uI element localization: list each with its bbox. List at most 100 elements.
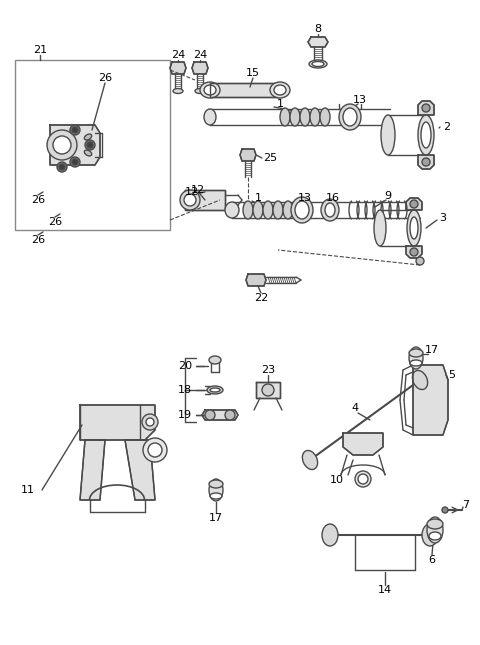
Circle shape <box>59 164 65 170</box>
Ellipse shape <box>407 210 421 246</box>
Ellipse shape <box>225 202 239 218</box>
Circle shape <box>355 471 371 487</box>
Ellipse shape <box>273 201 283 219</box>
Text: 19: 19 <box>178 410 192 420</box>
Ellipse shape <box>410 360 422 366</box>
Circle shape <box>410 248 418 256</box>
Circle shape <box>143 438 167 462</box>
Ellipse shape <box>291 197 313 223</box>
Ellipse shape <box>421 122 431 148</box>
Polygon shape <box>413 365 448 435</box>
Circle shape <box>410 200 418 208</box>
Circle shape <box>422 158 430 166</box>
Ellipse shape <box>209 479 223 501</box>
Circle shape <box>422 104 430 112</box>
Text: 26: 26 <box>48 217 62 227</box>
Ellipse shape <box>263 201 273 219</box>
Polygon shape <box>170 62 186 74</box>
Ellipse shape <box>204 109 216 125</box>
Text: 3: 3 <box>440 213 446 223</box>
Text: 2: 2 <box>444 122 451 132</box>
Ellipse shape <box>429 532 441 540</box>
Ellipse shape <box>84 150 92 156</box>
Ellipse shape <box>200 82 220 98</box>
Text: 20: 20 <box>178 361 192 371</box>
Circle shape <box>85 140 95 150</box>
Circle shape <box>87 142 93 148</box>
Text: 7: 7 <box>462 500 469 510</box>
Polygon shape <box>406 246 422 258</box>
Ellipse shape <box>300 108 310 126</box>
Polygon shape <box>308 37 328 47</box>
Text: 8: 8 <box>314 24 322 34</box>
Polygon shape <box>192 62 208 74</box>
Ellipse shape <box>295 201 309 219</box>
Circle shape <box>70 125 80 135</box>
Ellipse shape <box>339 104 361 130</box>
Ellipse shape <box>283 201 293 219</box>
Ellipse shape <box>270 82 290 98</box>
Ellipse shape <box>374 210 386 246</box>
Text: 5: 5 <box>448 370 456 380</box>
Ellipse shape <box>422 524 438 546</box>
Polygon shape <box>210 83 280 97</box>
Ellipse shape <box>343 108 357 126</box>
Polygon shape <box>256 382 280 398</box>
Text: 26: 26 <box>31 195 45 205</box>
Polygon shape <box>80 440 105 500</box>
Text: 4: 4 <box>351 403 359 413</box>
Ellipse shape <box>173 88 183 94</box>
Ellipse shape <box>302 450 318 470</box>
Circle shape <box>416 257 424 265</box>
Ellipse shape <box>274 85 286 95</box>
Ellipse shape <box>322 524 338 546</box>
Text: 12: 12 <box>185 187 199 197</box>
Circle shape <box>72 159 78 165</box>
Ellipse shape <box>243 201 253 219</box>
Polygon shape <box>418 101 434 115</box>
Polygon shape <box>125 440 155 500</box>
Ellipse shape <box>409 349 423 357</box>
Text: 12: 12 <box>191 185 205 195</box>
Circle shape <box>57 162 67 172</box>
Ellipse shape <box>195 88 205 94</box>
Ellipse shape <box>210 493 222 499</box>
Circle shape <box>70 157 80 167</box>
Text: 18: 18 <box>178 385 192 395</box>
Polygon shape <box>185 190 225 210</box>
Circle shape <box>262 384 274 396</box>
Ellipse shape <box>204 85 216 95</box>
Text: 15: 15 <box>246 68 260 78</box>
Ellipse shape <box>310 108 320 126</box>
Text: 26: 26 <box>98 73 112 83</box>
Ellipse shape <box>321 199 339 221</box>
Text: 14: 14 <box>378 585 392 595</box>
Text: 17: 17 <box>425 345 439 355</box>
Ellipse shape <box>210 388 220 392</box>
Text: 11: 11 <box>21 485 35 495</box>
Text: 13: 13 <box>298 193 312 203</box>
Ellipse shape <box>312 61 324 66</box>
Circle shape <box>442 507 448 513</box>
Ellipse shape <box>418 115 434 155</box>
Ellipse shape <box>409 347 423 369</box>
Ellipse shape <box>290 108 300 126</box>
Ellipse shape <box>209 356 221 364</box>
Circle shape <box>225 410 235 420</box>
Text: 13: 13 <box>353 95 367 105</box>
Circle shape <box>72 127 78 133</box>
Text: 22: 22 <box>254 293 268 303</box>
Polygon shape <box>80 405 155 440</box>
Circle shape <box>148 443 162 457</box>
Text: 9: 9 <box>384 191 392 201</box>
Circle shape <box>142 414 158 430</box>
Text: 6: 6 <box>429 555 435 565</box>
Text: 1: 1 <box>254 193 262 203</box>
Polygon shape <box>406 198 422 210</box>
Ellipse shape <box>427 519 443 529</box>
Polygon shape <box>246 274 266 286</box>
Ellipse shape <box>320 108 330 126</box>
Circle shape <box>358 474 368 484</box>
Circle shape <box>146 418 154 426</box>
Text: 26: 26 <box>31 235 45 245</box>
